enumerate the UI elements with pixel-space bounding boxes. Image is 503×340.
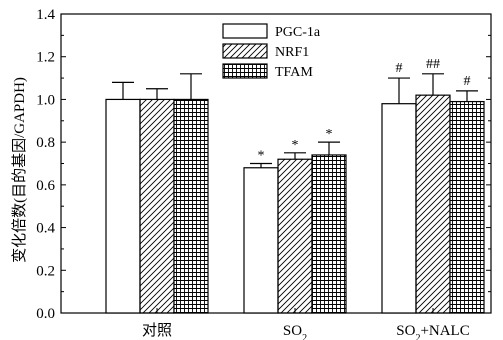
bar-tfam [311,154,347,314]
legend-swatch-nrf1 [222,43,268,59]
x-tick-label-main: 对照 [142,322,172,339]
significance-mark: * [258,149,265,164]
y-tick-label: 1.4 [36,7,55,23]
bar-pgc-1a [243,167,279,314]
bar-nrf1 [415,94,451,314]
bar-pgc-1a [381,103,417,314]
bar-pgc-1a [105,98,141,314]
legend: PGC-1a NRF1 TFAM [222,23,321,80]
bars-group: ***# ### [105,57,485,314]
significance-mark: * [326,127,333,142]
bar-tfam [173,98,209,314]
x-tick-label: SO2 [283,323,307,340]
legend-label: NRF1 [275,45,309,60]
x-tick-label-main: SO [283,323,302,339]
x-tick-label-subscript: 2 [415,333,420,340]
y-axis-label: 变化倍数(目的基因/GAPDH) [11,77,28,263]
x-tick-label: 对照 [142,322,172,339]
y-tick-label: 0.6 [36,178,55,194]
x-tick-label-subscript: 2 [302,333,307,340]
x-axis: 对照 SO2 SO2+NALC [142,308,470,340]
legend-label: PGC-1a [275,25,321,40]
significance-mark: * [292,138,299,153]
significance-mark: # [396,61,403,76]
bar-tfam [449,100,485,314]
bar-nrf1 [139,98,175,314]
y-axis: 0.0 0.2 0.4 0.6 0.8 1.0 1.2 1.4 [36,7,491,322]
legend-swatch-tfam [222,63,268,79]
y-tick-label: 0.0 [36,306,55,322]
significance-mark: # [464,74,471,89]
x-tick-label-suffix: +NALC [420,323,469,339]
legend-label: TFAM [275,65,313,80]
y-tick-label: 1.2 [36,50,55,66]
y-tick-label: 0.2 [36,263,55,279]
x-tick-label: SO2+NALC [396,323,469,340]
y-tick-label: 0.4 [36,221,55,237]
x-tick-label-main: SO [396,323,415,339]
y-tick-label: 1.0 [36,92,55,108]
y-tick-label: 0.8 [36,135,55,151]
bar-nrf1 [277,158,313,314]
significance-mark: ## [426,57,440,72]
legend-swatch-pgc-1a [222,23,268,39]
